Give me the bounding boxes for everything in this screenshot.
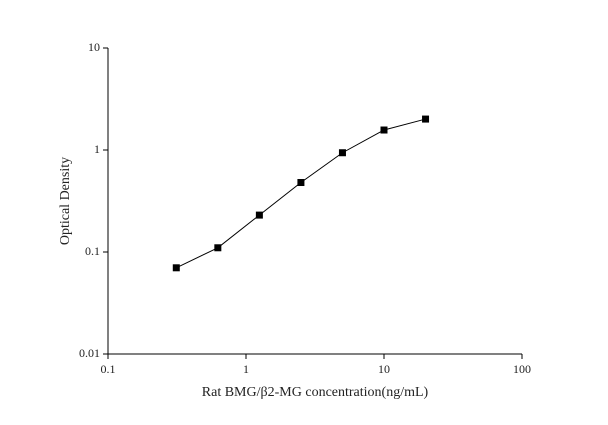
x-tick-label: 10 — [378, 362, 390, 376]
y-tick-label: 10 — [88, 40, 100, 54]
y-axis-label: Optical Density — [58, 157, 73, 245]
y-tick-label: 0.1 — [85, 244, 100, 258]
marker — [338, 149, 346, 157]
y-tick-label: 1 — [94, 142, 100, 156]
marker — [172, 264, 180, 272]
x-tick-label: 1 — [243, 362, 249, 376]
marker — [255, 211, 263, 219]
x-axis-label: Rat BMG/β2-MG concentration(ng/mL) — [202, 385, 429, 400]
marker — [422, 115, 430, 123]
marker — [380, 126, 388, 134]
x-tick-label: 100 — [513, 362, 531, 376]
y-tick-label: 0.01 — [79, 346, 100, 360]
marker — [297, 179, 305, 187]
series-line — [176, 118, 426, 269]
marker — [214, 244, 222, 252]
x-tick-label: 0.1 — [101, 362, 116, 376]
